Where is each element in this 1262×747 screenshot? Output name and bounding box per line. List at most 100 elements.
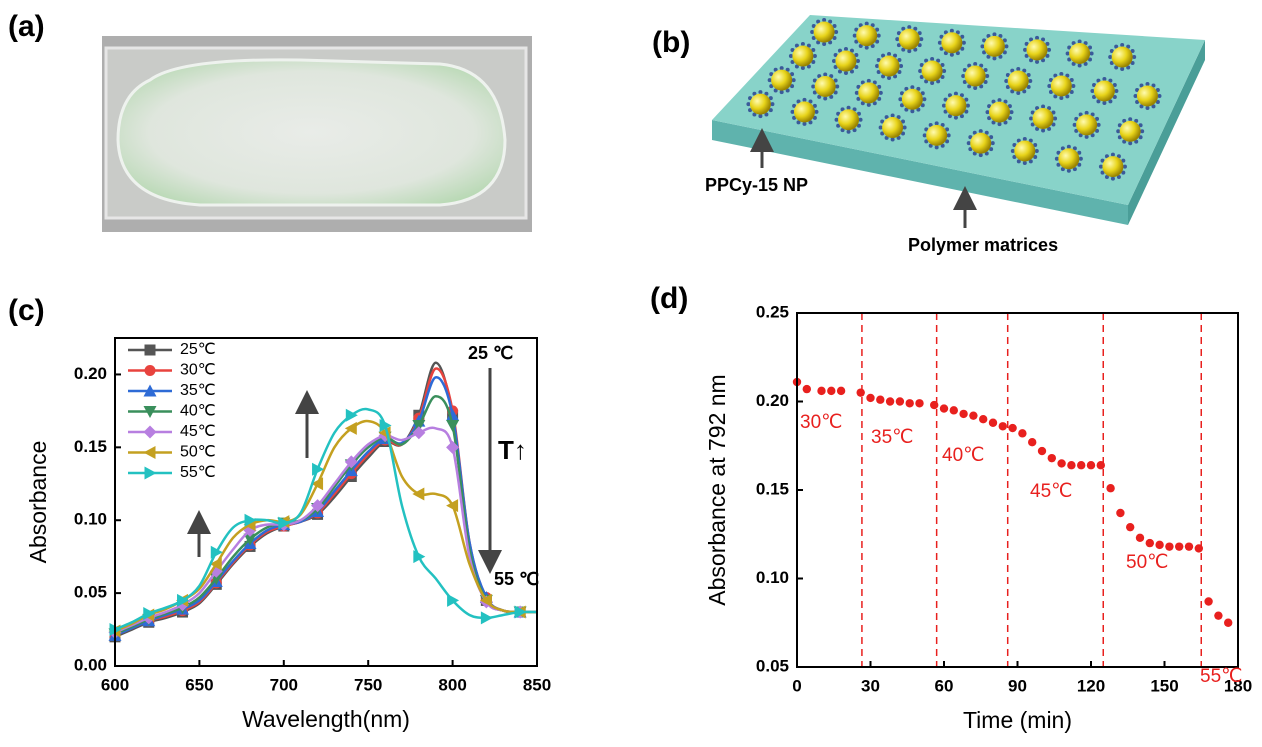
x-tick-label: 120 bbox=[1077, 676, 1105, 695]
ligand bbox=[1122, 118, 1127, 123]
ligand bbox=[1002, 38, 1007, 43]
ligand bbox=[812, 90, 817, 95]
ligand bbox=[1092, 94, 1097, 99]
ligand bbox=[1133, 93, 1138, 98]
data-point bbox=[949, 406, 958, 415]
ligand bbox=[870, 44, 875, 49]
ligand bbox=[1035, 106, 1040, 111]
data-point bbox=[1067, 461, 1076, 470]
data-point bbox=[836, 386, 846, 396]
ligand bbox=[967, 84, 972, 89]
x-tick-label: 850 bbox=[523, 675, 551, 694]
ligand bbox=[856, 84, 861, 89]
ligand bbox=[840, 107, 845, 112]
ligand bbox=[1077, 162, 1082, 167]
ligand bbox=[856, 96, 861, 101]
ligand bbox=[1002, 50, 1007, 55]
ligand bbox=[922, 133, 927, 138]
annotation: 55℃ bbox=[1200, 666, 1242, 687]
ligand bbox=[794, 64, 799, 69]
ligand bbox=[939, 46, 944, 51]
ligand bbox=[901, 131, 906, 136]
data-point bbox=[446, 419, 460, 432]
particle bbox=[792, 45, 814, 67]
data-point bbox=[447, 593, 460, 607]
data-point bbox=[979, 415, 988, 424]
ligand bbox=[960, 34, 965, 39]
ligand bbox=[768, 96, 773, 101]
ligand bbox=[854, 27, 859, 32]
ligand bbox=[984, 130, 989, 135]
ligand bbox=[959, 93, 964, 98]
ligand bbox=[878, 90, 883, 95]
data-point bbox=[1224, 618, 1233, 627]
ligand bbox=[1016, 138, 1021, 143]
ligand bbox=[1121, 170, 1126, 175]
annotation: 25 ℃ bbox=[468, 343, 513, 363]
y-tick-label: 0.25 bbox=[756, 302, 789, 321]
ligand bbox=[1108, 78, 1113, 83]
data-point bbox=[412, 426, 426, 440]
ligand bbox=[1029, 37, 1034, 42]
data-point bbox=[895, 397, 905, 406]
particle bbox=[771, 69, 793, 91]
ligand bbox=[808, 99, 813, 104]
data-point bbox=[1057, 459, 1066, 468]
ligand bbox=[1096, 122, 1101, 127]
ligand bbox=[1095, 128, 1100, 133]
ligand bbox=[872, 101, 877, 106]
ligand bbox=[1022, 160, 1027, 165]
ligand bbox=[1041, 37, 1046, 42]
ligand bbox=[1122, 139, 1127, 144]
particle bbox=[1026, 39, 1048, 61]
ligand bbox=[758, 114, 763, 119]
data-point bbox=[480, 611, 493, 625]
ligand bbox=[896, 43, 901, 48]
data-point bbox=[1126, 522, 1135, 532]
ligand bbox=[854, 53, 859, 58]
ligand bbox=[770, 102, 775, 107]
nanoparticle bbox=[961, 62, 990, 91]
particle bbox=[878, 55, 900, 77]
ligand bbox=[881, 53, 886, 58]
data-point bbox=[969, 411, 978, 420]
particle bbox=[921, 60, 943, 82]
ligand bbox=[965, 103, 970, 108]
particle bbox=[1136, 85, 1158, 107]
annotation: 35℃ bbox=[871, 427, 913, 448]
ligand bbox=[945, 127, 950, 132]
data-point bbox=[939, 404, 949, 413]
ligand bbox=[991, 99, 996, 104]
data-point bbox=[1165, 542, 1174, 551]
ligand bbox=[940, 143, 945, 148]
particle bbox=[898, 28, 920, 50]
ligand bbox=[1059, 95, 1064, 100]
ligand bbox=[811, 84, 816, 89]
ligand bbox=[960, 46, 965, 51]
ligand bbox=[833, 90, 838, 95]
ligand bbox=[924, 79, 929, 84]
ligand bbox=[973, 86, 978, 91]
ligand bbox=[854, 65, 859, 70]
ligand bbox=[832, 24, 837, 29]
legend-marker bbox=[143, 425, 157, 439]
ligand bbox=[1035, 59, 1040, 64]
ligand bbox=[806, 64, 811, 69]
ligand bbox=[1004, 44, 1009, 49]
ligand bbox=[1078, 112, 1083, 117]
data-point bbox=[1145, 538, 1155, 548]
ligand bbox=[967, 63, 972, 68]
ligand bbox=[1130, 49, 1135, 54]
ligand bbox=[822, 18, 827, 23]
nanoparticle bbox=[918, 57, 947, 86]
ligand bbox=[899, 64, 904, 69]
ligand bbox=[1035, 35, 1040, 40]
data-point bbox=[1047, 453, 1057, 463]
data-point bbox=[143, 607, 156, 621]
ligand bbox=[790, 48, 795, 53]
nanoparticle bbox=[1116, 117, 1145, 146]
ligand bbox=[897, 58, 902, 63]
ligand bbox=[1072, 122, 1077, 127]
ligand bbox=[856, 123, 861, 128]
